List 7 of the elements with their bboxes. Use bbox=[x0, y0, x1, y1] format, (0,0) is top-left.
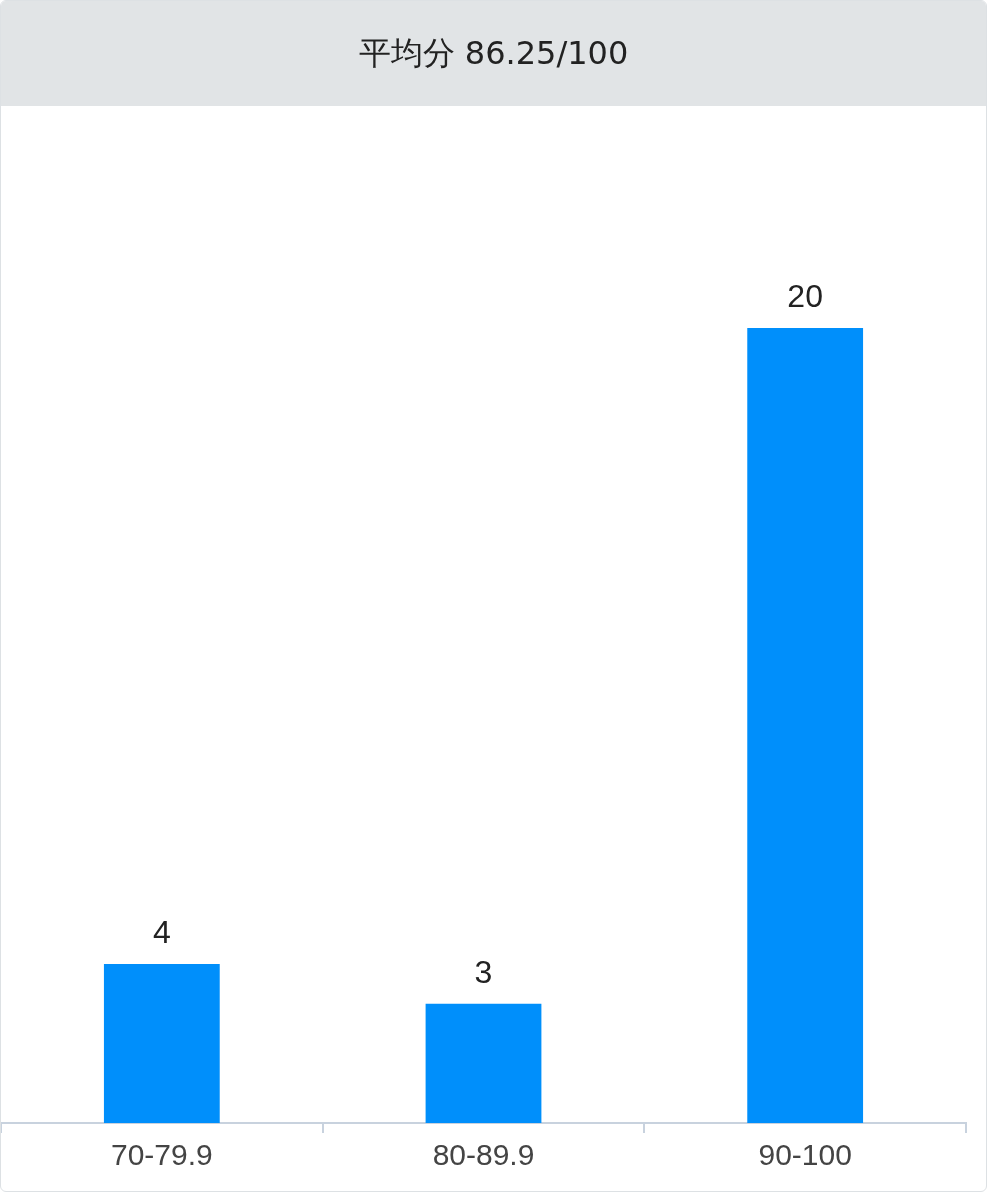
data-label: 3 bbox=[474, 953, 493, 990]
x-tick-label: 80-89.9 bbox=[432, 1138, 535, 1172]
chart-title: 平均分 86.25/100 bbox=[358, 32, 629, 74]
x-tick-label: 70-79.9 bbox=[110, 1138, 213, 1172]
data-label: 20 bbox=[787, 277, 823, 314]
data-label: 4 bbox=[152, 913, 171, 950]
x-tick-label: 90-100 bbox=[758, 1138, 852, 1172]
